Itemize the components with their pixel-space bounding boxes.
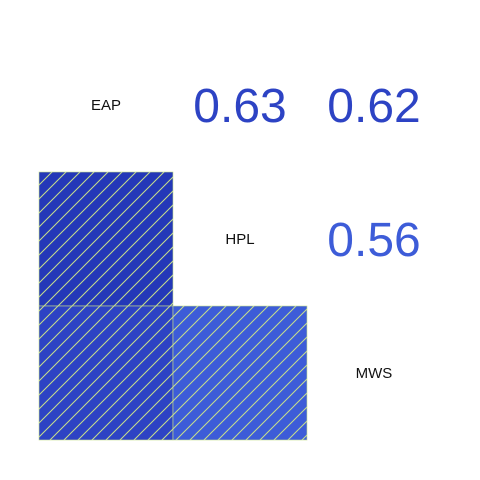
coefficient-eap-mws: 0.62: [327, 80, 420, 133]
variable-label-eap: EAP: [91, 97, 121, 114]
heatmap-cell-mws-eap: [38, 305, 174, 441]
heatmap-cell-hpl-eap: [38, 171, 174, 307]
variable-labels: EAP HPL MWS: [91, 97, 392, 382]
heatmap-cell-mws-hpl: [172, 305, 308, 441]
coefficient-hpl-mws: 0.56: [327, 214, 420, 267]
variable-label-hpl: HPL: [225, 231, 254, 248]
coefficient-labels: 0.63 0.62 0.56: [193, 80, 420, 267]
variable-label-mws: MWS: [356, 365, 393, 382]
lower-triangle-cells: [38, 171, 308, 441]
coefficient-eap-hpl: 0.63: [193, 80, 286, 133]
